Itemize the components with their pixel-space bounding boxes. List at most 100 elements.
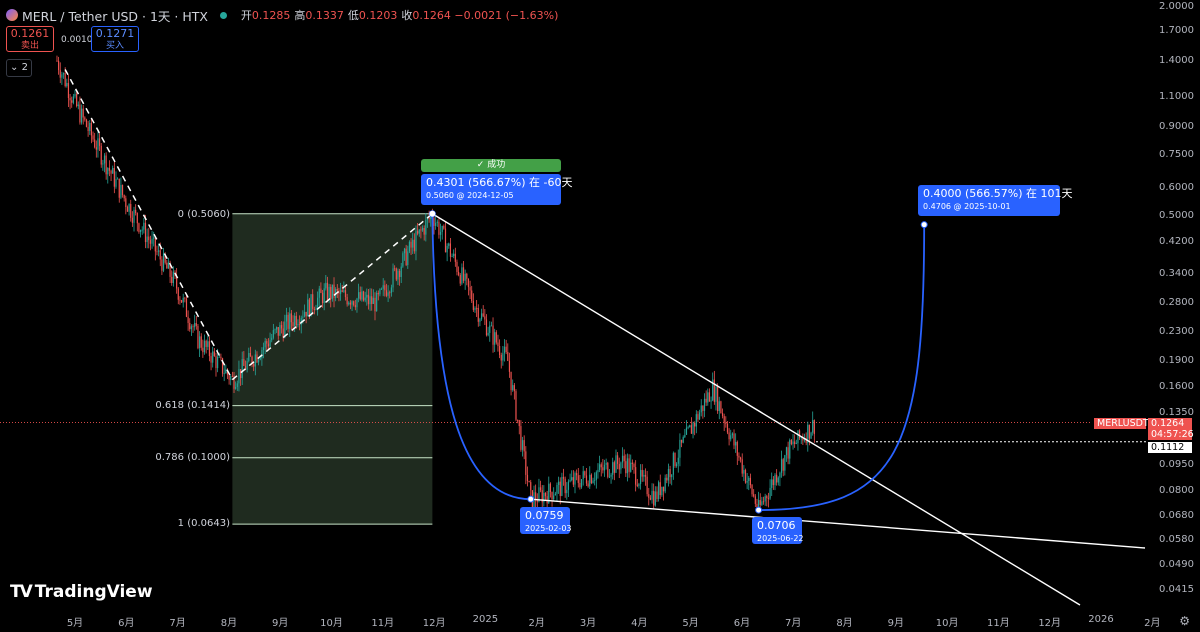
candle-body — [576, 473, 578, 476]
indicators-collapse-button[interactable]: ⌄ 2 — [6, 59, 32, 77]
candle-body — [213, 351, 215, 357]
time-tick-label: 2025 — [472, 614, 499, 625]
candle-body — [325, 282, 327, 289]
candle-body — [323, 288, 325, 304]
trend-leg-down — [64, 69, 234, 380]
candle-body — [597, 469, 599, 473]
candle-body — [339, 290, 342, 294]
target-measure-callout[interactable]: 0.4000 (566.57%) 在 101天 0.4706 @ 2025-10… — [918, 185, 1073, 216]
candle-body — [480, 313, 483, 320]
tradingview-mark-icon: TV — [10, 582, 33, 602]
time-tick-label: 7月 — [169, 618, 186, 629]
candle-body — [469, 287, 471, 291]
candle-body — [207, 341, 209, 347]
candle-body — [266, 341, 268, 344]
symbol-title[interactable]: MERL / Tether USD · 1天 · HTX — [22, 8, 208, 24]
candle-body — [707, 392, 709, 403]
candle-body — [87, 126, 89, 131]
candle-body — [418, 229, 420, 234]
candle-body — [369, 296, 371, 305]
candle-body — [674, 452, 676, 467]
candle-body — [477, 307, 479, 322]
candle-body — [187, 316, 189, 323]
time-tick-label: 11月 — [987, 618, 1010, 629]
candle-body — [525, 451, 527, 475]
upper-trendline — [432, 213, 1081, 606]
candle-body — [643, 474, 645, 477]
candle-body — [451, 256, 453, 257]
candle-body — [218, 356, 220, 358]
candle-body — [98, 138, 101, 146]
low1-callout[interactable]: 0.0759 2025-02-03 — [520, 507, 572, 534]
candle-body — [225, 369, 227, 374]
candle-body — [484, 316, 486, 320]
candle-body — [507, 352, 509, 361]
sell-button[interactable]: 0.1261 卖出 — [6, 26, 54, 52]
candle-body — [618, 463, 620, 470]
candle-body — [717, 386, 719, 412]
candle-body — [577, 475, 579, 483]
candle-body — [146, 236, 148, 243]
candle-body — [358, 292, 360, 299]
candle-body — [687, 427, 689, 429]
candle-body — [721, 413, 724, 417]
candle-body — [421, 228, 424, 231]
candle-body — [759, 500, 761, 505]
candle-body — [646, 476, 648, 495]
time-tick-label: 10月 — [320, 618, 343, 629]
candle-body — [354, 305, 356, 308]
low2-callout[interactable]: 0.0706 2025-06-22 — [752, 517, 804, 544]
candle-body — [108, 167, 111, 171]
candle-body — [556, 484, 558, 494]
candle-body — [756, 503, 758, 508]
candle-body — [97, 138, 99, 150]
top-measure-callout[interactable]: 0.4301 (566.67%) 在 -60天 0.5060 @ 2024-12… — [421, 174, 572, 205]
candle-body — [356, 298, 358, 308]
buy-button[interactable]: 0.1271 买入 — [91, 26, 139, 52]
candle-body — [636, 484, 638, 487]
candle-body — [728, 432, 730, 440]
candle-body — [71, 100, 73, 103]
candle-body — [233, 376, 235, 389]
candle-body — [508, 360, 511, 372]
candle-body — [156, 251, 158, 253]
candle-body — [361, 291, 363, 300]
candle-body — [394, 268, 396, 270]
candle-body — [776, 474, 778, 483]
candle-body — [412, 239, 414, 248]
candle-body — [603, 464, 606, 471]
candle-body — [725, 422, 727, 424]
candle-body — [779, 472, 781, 478]
fib-label-0618: 0.618 (0.1414) — [155, 400, 230, 411]
candle-body — [538, 487, 540, 502]
candle-body — [254, 354, 256, 367]
candle-body — [677, 457, 679, 464]
candle-body — [551, 492, 553, 500]
gear-icon[interactable]: ⚙ — [1179, 614, 1190, 628]
candle-body — [462, 267, 465, 281]
price-tick-label: 0.7500 — [1159, 148, 1194, 160]
candle-body — [651, 490, 653, 500]
candle-body — [784, 455, 786, 471]
candle-body — [249, 352, 252, 357]
candle-body — [389, 292, 391, 294]
ohlc-open-key: 开 — [240, 9, 252, 22]
tradingview-logo[interactable]: TV TradingView — [10, 582, 153, 602]
candle-body — [774, 474, 776, 486]
candle-body — [192, 326, 194, 328]
candle-body — [530, 482, 532, 491]
candle-body — [308, 299, 311, 317]
target-callout-line1: 0.4000 (566.57%) 在 101天 — [923, 187, 1073, 200]
candle-body — [751, 485, 753, 495]
candle-body — [141, 229, 143, 231]
candle-body — [584, 471, 586, 476]
candle-body — [482, 313, 484, 317]
candle-body — [359, 292, 361, 300]
candle-body — [236, 383, 238, 387]
candle-body — [185, 298, 188, 317]
candle-body — [758, 500, 760, 508]
candle-body — [387, 292, 389, 296]
candle-body — [297, 323, 299, 326]
candle-body — [159, 250, 161, 260]
